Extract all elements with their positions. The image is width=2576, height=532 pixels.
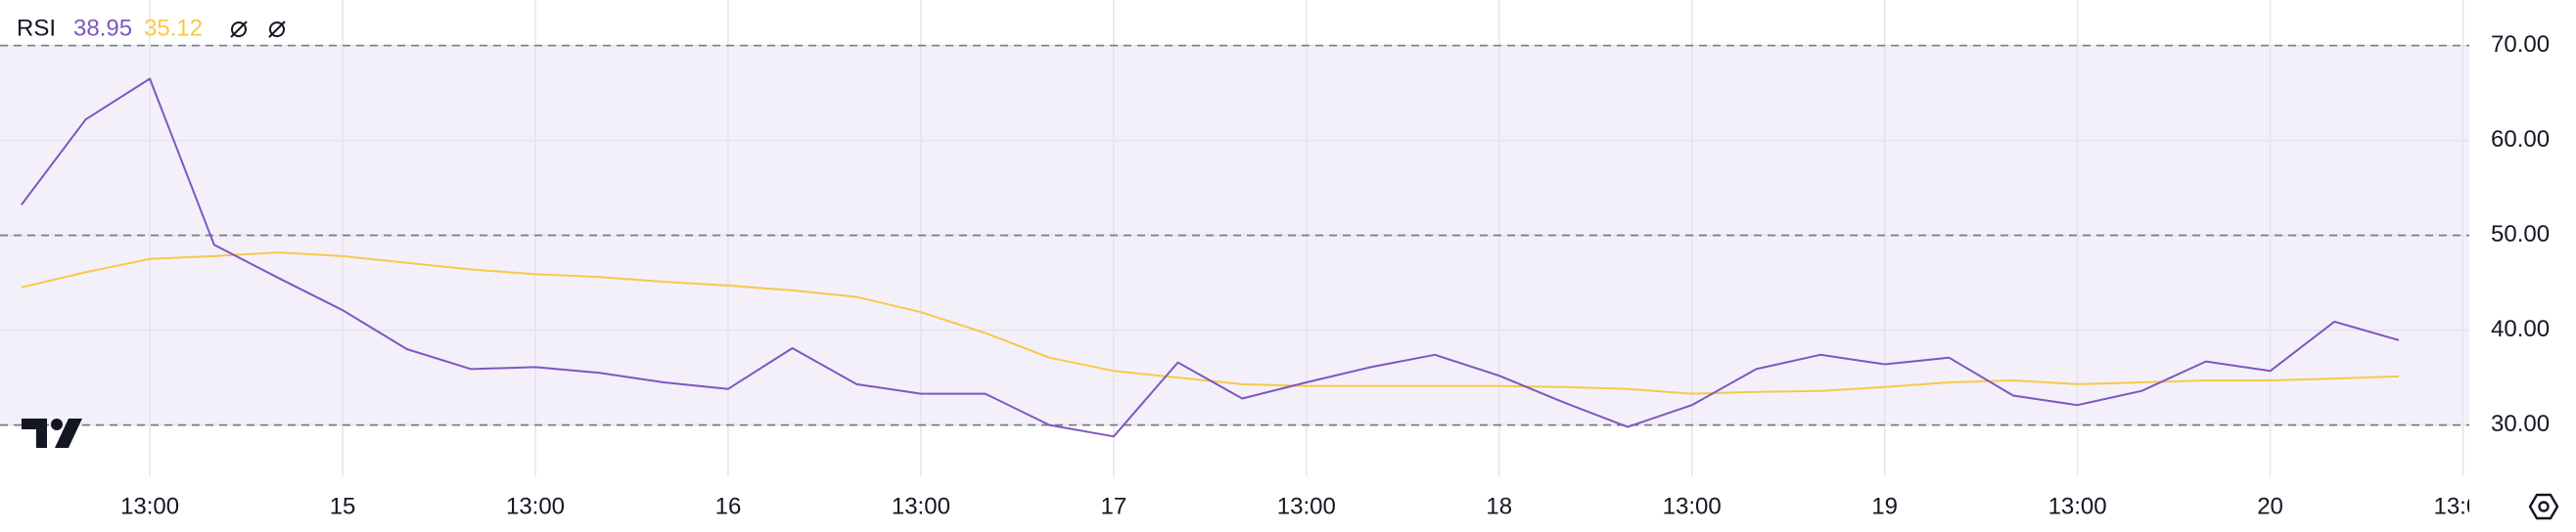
y-tick-label: 60.00 [2491, 126, 2550, 153]
x-tick-label: 18 [1486, 493, 1512, 519]
x-tick-label: 16 [715, 493, 742, 519]
y-tick-label: 40.00 [2491, 316, 2550, 342]
x-tick-label: 13:00 [120, 493, 179, 519]
overlay: RSI 30.00 40.00 50.00 60.00 70.00 38.95 35.12 [17, 15, 2559, 520]
hidden-input-icon [230, 21, 248, 38]
hidden-input-icon [268, 21, 286, 38]
tradingview-logo [22, 419, 82, 448]
settings-button[interactable] [2528, 493, 2559, 520]
y-tick-label: 30.00 [2491, 411, 2550, 437]
y-tick-label: 50.00 [2491, 221, 2550, 247]
x-tick-label: 13:00 [506, 493, 565, 519]
x-tick-label: 13:00 [2048, 493, 2107, 519]
legend-value: 35.12 [144, 15, 203, 41]
y-tick-label: 70.00 [2491, 31, 2550, 58]
x-tick-label: 13:00 [1277, 493, 1336, 519]
x-tick-label: 19 [1871, 493, 1898, 519]
x-tick-label: 13:00 [892, 493, 950, 519]
x-tick-label: 15 [330, 493, 356, 519]
series-line [21, 77, 2400, 438]
chart-title: RSI [17, 15, 56, 41]
x-tick-label: 13:00 [2433, 493, 2492, 519]
x-tick-label: 20 [2257, 493, 2283, 519]
x-tick-label: 17 [1100, 493, 1127, 519]
legend-value: 38.95 [73, 15, 132, 41]
x-tick-label: 13:00 [1663, 493, 1722, 519]
plot-area: 13:00 15 13:00 16 13:00 17 13:00 18 13:00 19 13:00… [0, 0, 2492, 519]
